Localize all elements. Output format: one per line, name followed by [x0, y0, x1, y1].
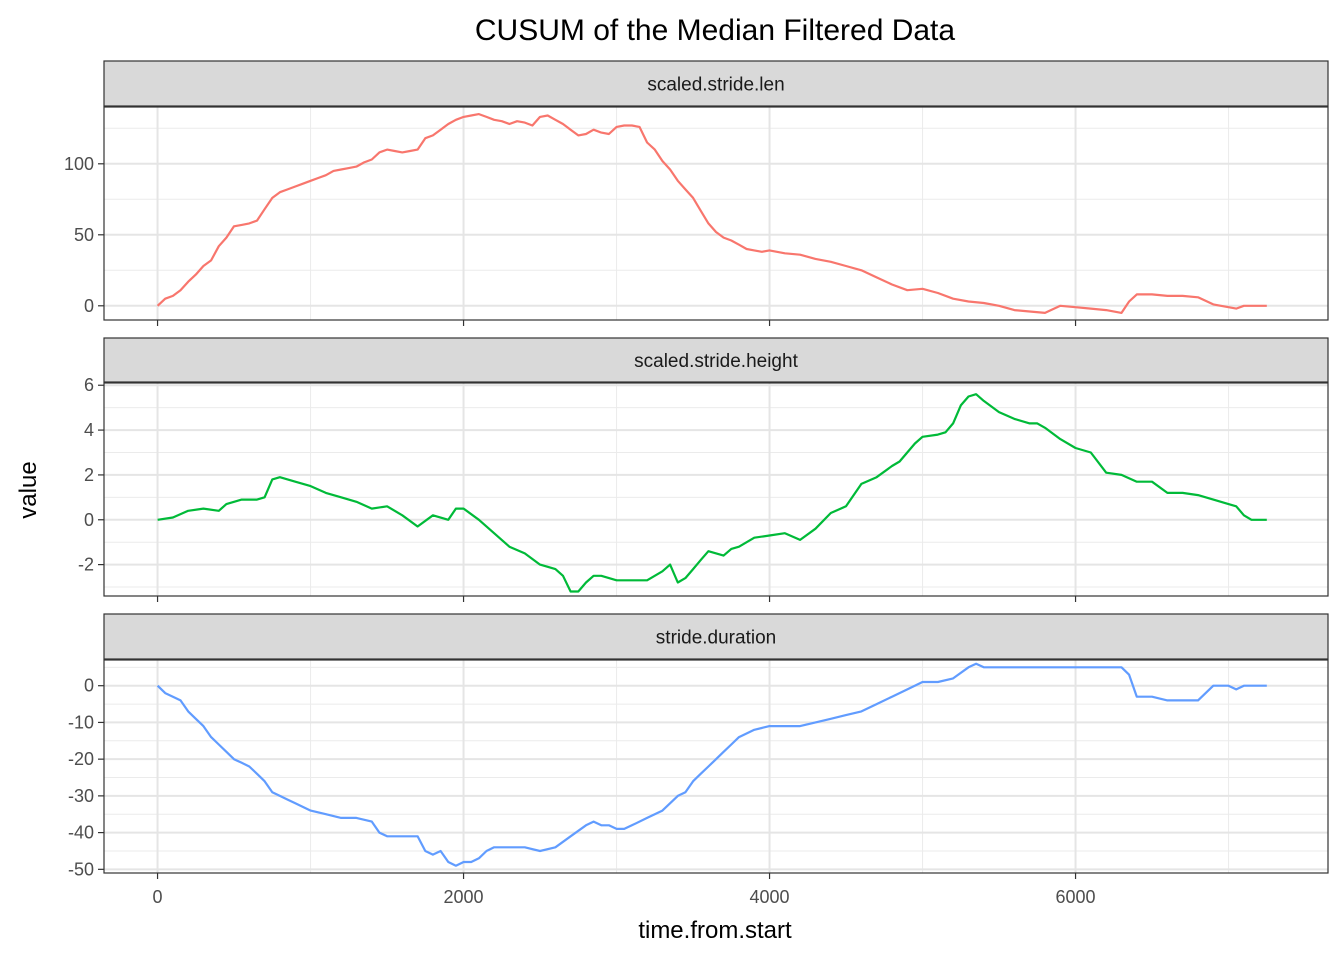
facet-strip-label: scaled.stride.len	[647, 75, 784, 96]
facet-strip	[103, 613, 1329, 660]
panel-border	[103, 382, 1329, 597]
y-tick-label: 0	[84, 676, 94, 696]
y-tick-label: -40	[68, 823, 94, 843]
y-axis: 0 50 100	[64, 154, 104, 316]
series-line-stride.duration	[156, 662, 1267, 867]
x-axis-title: time.from.start	[638, 917, 792, 944]
y-tick-label: 50	[74, 225, 94, 245]
facet-strip-label: scaled.stride.height	[634, 351, 798, 372]
gridlines	[104, 660, 1328, 873]
facet-panel-2: scaled.stride.height -2 0 2 4 6	[78, 337, 1329, 602]
facet-panel-1: scaled.stride.len 0 50 100	[64, 60, 1329, 326]
y-tick-label: 100	[64, 154, 94, 174]
facet-strip	[103, 60, 1329, 107]
y-tick-label: -50	[68, 859, 94, 879]
y-tick-label: -2	[78, 555, 94, 575]
facet-strip-label: stride.duration	[656, 628, 776, 649]
facet-strip	[103, 337, 1329, 383]
facet-panels: scaled.stride.len 0 50 100 scaled.stride.hei…	[64, 60, 1329, 879]
x-tick-label: 6000	[1056, 887, 1096, 907]
chart-title: CUSUM of the Median Filtered Data	[475, 14, 956, 47]
x-tick-label: 2000	[444, 887, 484, 907]
y-axis: -2 0 2 4 6	[78, 375, 104, 575]
gridlines	[104, 107, 1328, 320]
y-tick-label: 6	[84, 375, 94, 395]
y-axis: -50 -40 -30 -20 -10 0	[68, 676, 104, 879]
series-line-scaled.stride.len	[156, 112, 1267, 314]
panel-background	[104, 107, 1328, 320]
y-tick-label: 0	[84, 510, 94, 530]
y-tick-label: -30	[68, 786, 94, 806]
y-tick-label: 2	[84, 465, 94, 485]
y-tick-label: 4	[84, 420, 94, 440]
panel-background	[104, 383, 1328, 596]
x-tick-label: 0	[153, 887, 163, 907]
x-axis: 0 2000 4000 6000	[153, 887, 1096, 907]
y-tick-label: 0	[84, 296, 94, 316]
facet-panel-3: stride.duration -50 -40 -30 -20 -10 0	[68, 613, 1329, 879]
y-tick-label: -10	[68, 712, 94, 732]
y-axis-title: value	[15, 461, 42, 518]
panel-background	[104, 660, 1328, 873]
x-tick-label: 4000	[750, 887, 790, 907]
series-line-scaled.stride.height	[157, 393, 1267, 593]
panel-border	[103, 659, 1329, 874]
y-tick-label: -20	[68, 749, 94, 769]
panel-border	[103, 106, 1329, 321]
